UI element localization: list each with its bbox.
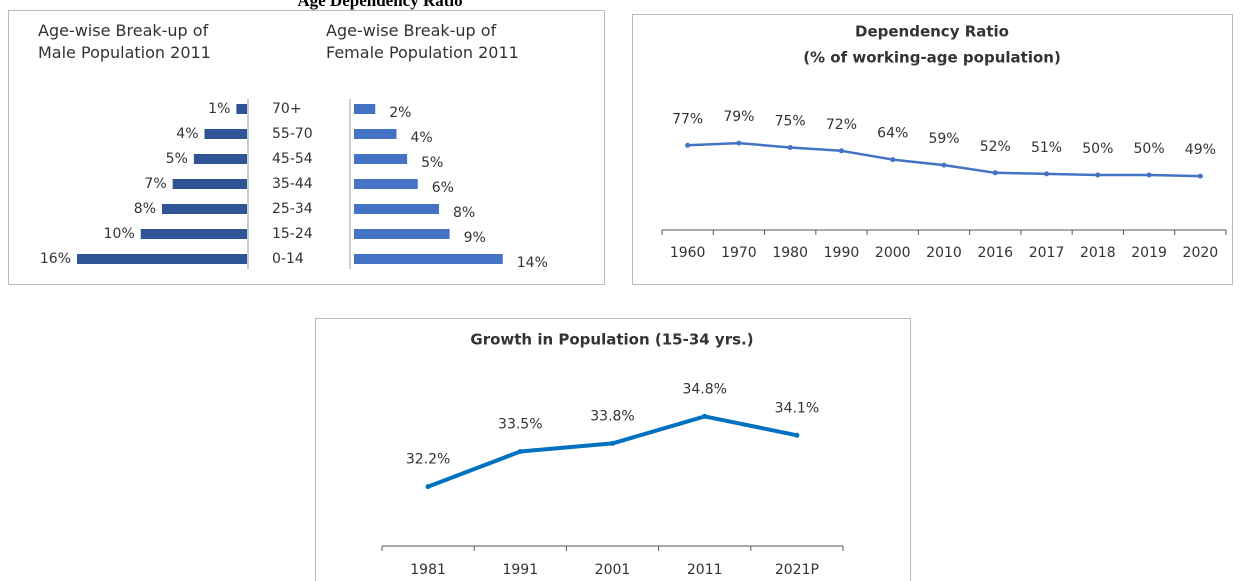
point bbox=[425, 484, 431, 490]
x-tick-label: 1981 bbox=[410, 562, 446, 578]
value-label: 34.8% bbox=[682, 381, 726, 397]
point bbox=[890, 157, 896, 163]
series-title: Age-wise Break-up of Male Population 201… bbox=[38, 21, 211, 62]
value-label: 64% bbox=[877, 126, 908, 142]
bar bbox=[354, 154, 408, 164]
value-label: 8% bbox=[453, 205, 475, 221]
line bbox=[687, 141, 1201, 178]
value-label: 9% bbox=[464, 230, 486, 246]
category-label: 70+ bbox=[272, 101, 302, 117]
x-tick-label: 1980 bbox=[772, 245, 808, 261]
value-label: 33.5% bbox=[498, 417, 542, 433]
category-label: 55-70 bbox=[272, 126, 313, 142]
point bbox=[610, 440, 615, 446]
category-label: 0-14 bbox=[272, 251, 304, 267]
value-label: 50% bbox=[1082, 141, 1113, 157]
point bbox=[838, 148, 844, 154]
chart-title: Growth in Population (15-34 yrs.) bbox=[470, 331, 753, 349]
bar bbox=[204, 129, 247, 139]
line bbox=[427, 414, 798, 489]
bar bbox=[354, 129, 397, 139]
x-tick-label: 1970 bbox=[721, 245, 757, 261]
x-tick-label: 2021P bbox=[775, 562, 819, 578]
x-tick-label: 1990 bbox=[824, 245, 860, 261]
x-tick-label: 2017 bbox=[1029, 245, 1065, 261]
value-label: 4% bbox=[176, 126, 198, 142]
x-tick-label: 2016 bbox=[977, 245, 1013, 261]
bar bbox=[236, 104, 247, 114]
point bbox=[736, 140, 742, 146]
bar bbox=[140, 229, 247, 239]
point bbox=[702, 413, 708, 419]
point bbox=[1146, 172, 1152, 178]
bar bbox=[193, 154, 247, 164]
value-label: 16% bbox=[40, 251, 71, 267]
value-label: 1% bbox=[208, 101, 230, 117]
bar bbox=[172, 179, 247, 189]
value-label: 6% bbox=[432, 180, 454, 196]
value-label: 77% bbox=[672, 111, 703, 127]
value-label: 50% bbox=[1134, 141, 1165, 157]
x-tick-label: 1991 bbox=[502, 562, 538, 578]
panel bbox=[632, 14, 1233, 285]
point bbox=[1044, 171, 1050, 177]
bar bbox=[354, 104, 376, 114]
value-label: 59% bbox=[928, 131, 959, 147]
chart-subtitle: (% of working-age population) bbox=[803, 49, 1061, 67]
page-title: Age Dependency Ratio bbox=[297, 0, 462, 10]
value-label: 52% bbox=[980, 139, 1011, 155]
value-label: 14% bbox=[517, 255, 548, 271]
bar bbox=[77, 254, 247, 264]
series-title: Age-wise Break-up of Female Population 2… bbox=[326, 21, 519, 62]
point bbox=[941, 162, 947, 168]
bar bbox=[354, 229, 450, 239]
category-label: 15-24 bbox=[272, 226, 313, 242]
x-tick-label: 2000 bbox=[875, 245, 911, 261]
category-label: 25-34 bbox=[272, 201, 313, 217]
value-label: 5% bbox=[421, 155, 443, 171]
value-label: 75% bbox=[775, 114, 806, 130]
bar bbox=[354, 204, 439, 214]
value-label: 8% bbox=[134, 201, 156, 217]
x-tick-label: 1960 bbox=[670, 245, 706, 261]
value-label: 79% bbox=[723, 109, 754, 125]
value-label: 10% bbox=[104, 226, 135, 242]
bar bbox=[162, 204, 247, 214]
point bbox=[685, 142, 691, 148]
value-label: 34.1% bbox=[775, 400, 819, 416]
value-label: 33.8% bbox=[590, 408, 634, 424]
x-tick-label: 2020 bbox=[1183, 245, 1219, 261]
panel bbox=[315, 318, 911, 581]
value-label: 4% bbox=[411, 130, 433, 146]
point bbox=[517, 449, 523, 454]
x-tick-label: 2011 bbox=[687, 562, 723, 578]
chart-title: Dependency Ratio bbox=[855, 23, 1009, 41]
category-label: 45-54 bbox=[272, 151, 313, 167]
x-tick-label: 2019 bbox=[1131, 245, 1167, 261]
value-label: 5% bbox=[166, 151, 188, 167]
x-tick-label: 2010 bbox=[926, 245, 962, 261]
point bbox=[1197, 173, 1203, 179]
point bbox=[794, 432, 800, 438]
panel bbox=[8, 10, 605, 285]
point bbox=[1095, 172, 1101, 178]
category-label: 35-44 bbox=[272, 176, 313, 192]
value-label: 32.2% bbox=[406, 452, 450, 468]
bar bbox=[354, 179, 418, 189]
value-label: 2% bbox=[389, 105, 411, 121]
point bbox=[787, 145, 793, 150]
value-label: 72% bbox=[826, 117, 857, 133]
value-label: 51% bbox=[1031, 140, 1062, 156]
x-tick-label: 2018 bbox=[1080, 245, 1116, 261]
x-tick-label: 2001 bbox=[595, 562, 631, 578]
point bbox=[992, 170, 998, 176]
bar bbox=[354, 254, 503, 264]
value-label: 49% bbox=[1185, 142, 1216, 158]
value-label: 7% bbox=[144, 176, 166, 192]
